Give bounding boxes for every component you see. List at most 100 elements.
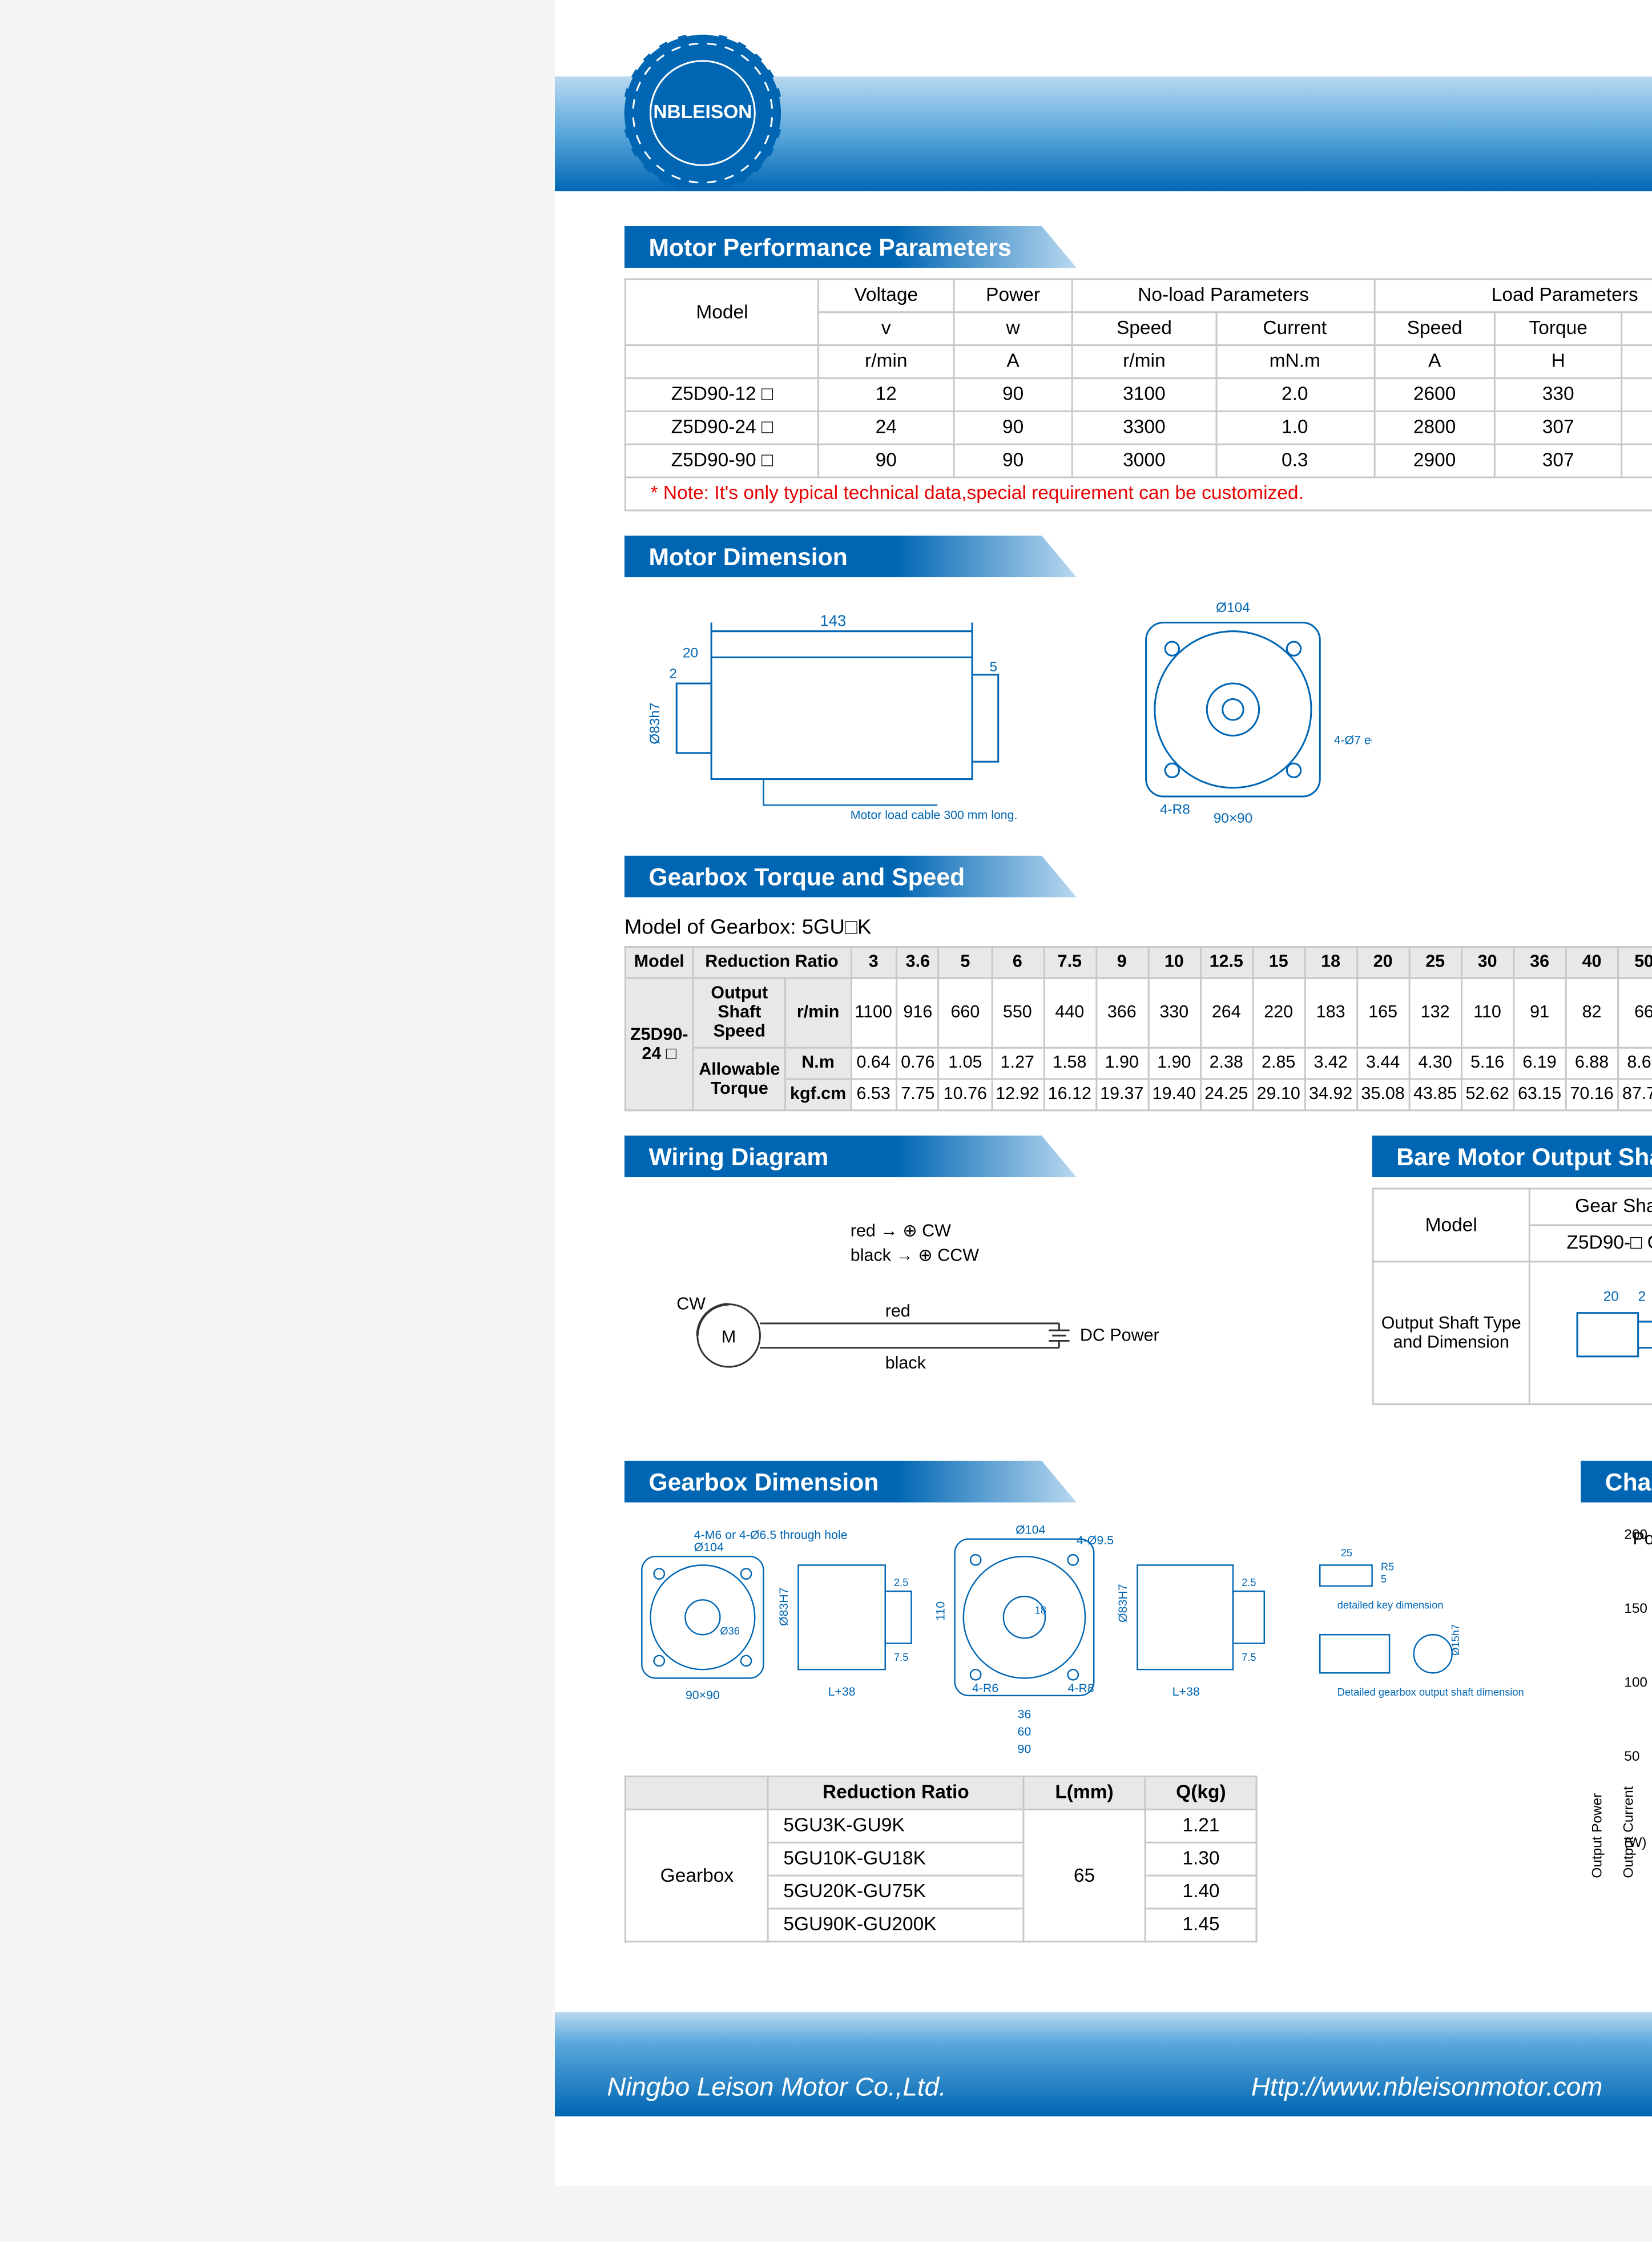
svg-text:black → ⊕ CCW: black → ⊕ CCW: [851, 1245, 979, 1265]
th-voltage: Voltage: [819, 279, 953, 312]
reduction-label: Gearbox: [625, 1809, 768, 1941]
svg-text:90: 90: [1018, 1742, 1032, 1756]
th-noload: No-load Parameters: [1073, 279, 1374, 312]
gs-cell: 916: [897, 978, 940, 1048]
section-header-bare: Bare Motor Output Shaft Dimension: [1372, 1136, 1652, 1177]
footer-company: Ningbo Leison Motor Co.,Ltd.: [607, 2073, 946, 2103]
gs-cell: 660: [939, 978, 991, 1048]
svg-text:5: 5: [990, 659, 998, 675]
gs-cell: 8.60: [1618, 1048, 1652, 1079]
svg-text:Ø83H7: Ø83H7: [1116, 1584, 1130, 1623]
perf-cell: 307: [1495, 411, 1621, 444]
motor-flange-drawing: Ø104 4-R8 90×90 4-Ø7 equally positioned: [1111, 588, 1372, 831]
section-bare-shaft: Bare Motor Output Shaft Dimension Model …: [1372, 1136, 1652, 1436]
gs-cell: 30: [1461, 947, 1513, 979]
perf-cell: 90: [953, 411, 1073, 444]
gs-cell: 1.90: [1096, 1048, 1148, 1079]
gs-cell: 91: [1513, 978, 1565, 1048]
svg-text:2.5: 2.5: [1242, 1576, 1256, 1588]
svg-text:DC Power: DC Power: [1080, 1325, 1159, 1345]
perf-cell: 90: [953, 444, 1073, 477]
svg-text:black: black: [885, 1353, 926, 1372]
gs-cell: 10: [1148, 947, 1200, 979]
gs-cell: 7.75: [897, 1079, 940, 1110]
bare-shaft-table: Model Gear Shaft Flat type Bare Shaft Z5…: [1372, 1188, 1652, 1405]
section-wiring: Wiring Diagram M CW re: [624, 1136, 1320, 1436]
svg-text:L+38: L+38: [1172, 1685, 1200, 1698]
th-power: Power: [953, 279, 1073, 312]
svg-text:Ø104: Ø104: [694, 1540, 724, 1554]
gs-cell: 2.38: [1200, 1048, 1252, 1079]
svg-text:5: 5: [1381, 1573, 1387, 1585]
section-curve: Characteristic Curve Po I N 501010001002…: [1581, 1461, 1652, 1943]
perf-cell: 2600: [1374, 379, 1495, 412]
perf-cell: Z5D90-24 □: [625, 411, 819, 444]
gs-cell: 15: [1252, 947, 1304, 979]
gs-cell: 24.25: [1200, 1079, 1252, 1110]
svg-text:Ø15h7: Ø15h7: [1449, 1624, 1461, 1656]
svg-text:150: 150: [1624, 1601, 1647, 1616]
perf-cell: 3300: [1073, 411, 1215, 444]
th-model: Model: [625, 279, 819, 345]
perf-cell: 3000: [1073, 444, 1215, 477]
svg-text:Ø104: Ø104: [1216, 600, 1250, 615]
gs-cell: 183: [1304, 978, 1356, 1048]
perf-cell: Z5D90-90 □: [625, 444, 819, 477]
brand-name: NBLEISON: [653, 103, 752, 124]
svg-text:143: 143: [820, 612, 846, 630]
gs-cell: 3.6: [897, 947, 940, 979]
gs-cell: 20: [1357, 947, 1409, 979]
svg-text:4-R6: 4-R6: [972, 1681, 998, 1695]
gs-cell: 6.53: [851, 1079, 897, 1110]
gs-cell: 63.15: [1513, 1079, 1565, 1110]
svg-text:4-R8: 4-R8: [1160, 802, 1190, 818]
gs-cell: 165: [1357, 978, 1409, 1048]
svg-text:36: 36: [1018, 1707, 1032, 1721]
gs-cell: 0.76: [897, 1048, 940, 1079]
gs-cell: 18: [1304, 947, 1356, 979]
gs-cell: 5.16: [1461, 1048, 1513, 1079]
perf-cell: 307: [1495, 444, 1621, 477]
perf-cell: 90: [953, 379, 1073, 412]
svg-text:18: 18: [1035, 1604, 1046, 1616]
svg-text:25: 25: [1341, 1547, 1352, 1559]
gs-cell: 70.16: [1566, 1079, 1618, 1110]
gs-cell: 87.70: [1618, 1079, 1652, 1110]
gs-cell: 330: [1148, 978, 1200, 1048]
gs-cell: 2.85: [1252, 1048, 1304, 1079]
gs-cell: 132: [1409, 978, 1461, 1048]
svg-text:R5: R5: [1381, 1561, 1394, 1573]
svg-text:7.5: 7.5: [894, 1651, 908, 1663]
motor-side-drawing: 143 20 2 Ø83h7 5 Motor load cable 300 mm…: [624, 588, 1077, 831]
section-motor-dimension: Motor Dimension 143 20 2: [624, 536, 1652, 831]
gs-cell: 5: [939, 947, 991, 979]
perf-cell: 3100: [1073, 379, 1215, 412]
section-header-gbdim: Gearbox Dimension: [624, 1461, 1077, 1503]
svg-text:Ø83h7: Ø83h7: [647, 703, 663, 744]
section-gearbox-dim: Gearbox Dimension: [624, 1461, 1529, 1943]
gs-cell: 10.76: [939, 1079, 991, 1110]
gs-cell: 1100: [851, 978, 897, 1048]
gs-cell: 6.19: [1513, 1048, 1565, 1079]
perf-cell: 12: [819, 379, 953, 412]
svg-text:Output Power: Output Power: [1590, 1793, 1605, 1878]
gs-cell: 40: [1566, 947, 1618, 979]
gs-cell: 366: [1096, 978, 1148, 1048]
gs-cell: 9: [1096, 947, 1148, 979]
gs-cell: 12.5: [1200, 947, 1252, 979]
svg-text:2: 2: [1639, 1289, 1647, 1304]
gs-cell: 110: [1461, 978, 1513, 1048]
footer-url: Http://www.nbleisonmotor.com: [1251, 2073, 1602, 2103]
svg-text:Ø83H7: Ø83H7: [777, 1587, 791, 1626]
svg-text:red: red: [885, 1301, 910, 1321]
th-load: Load Parameters: [1374, 279, 1652, 312]
svg-text:2.5: 2.5: [894, 1576, 908, 1588]
perf-cell: 90: [819, 444, 953, 477]
svg-text:Ø36: Ø36: [720, 1625, 740, 1637]
perf-cell: 1.4: [1621, 444, 1652, 477]
perf-cell: 0.3: [1216, 444, 1375, 477]
section-header-curve: Characteristic Curve: [1581, 1461, 1652, 1503]
svg-text:90×90: 90×90: [1214, 811, 1252, 826]
svg-text:20: 20: [1604, 1289, 1619, 1304]
svg-text:4-Ø7 equally positioned: 4-Ø7 equally positioned: [1334, 734, 1372, 747]
